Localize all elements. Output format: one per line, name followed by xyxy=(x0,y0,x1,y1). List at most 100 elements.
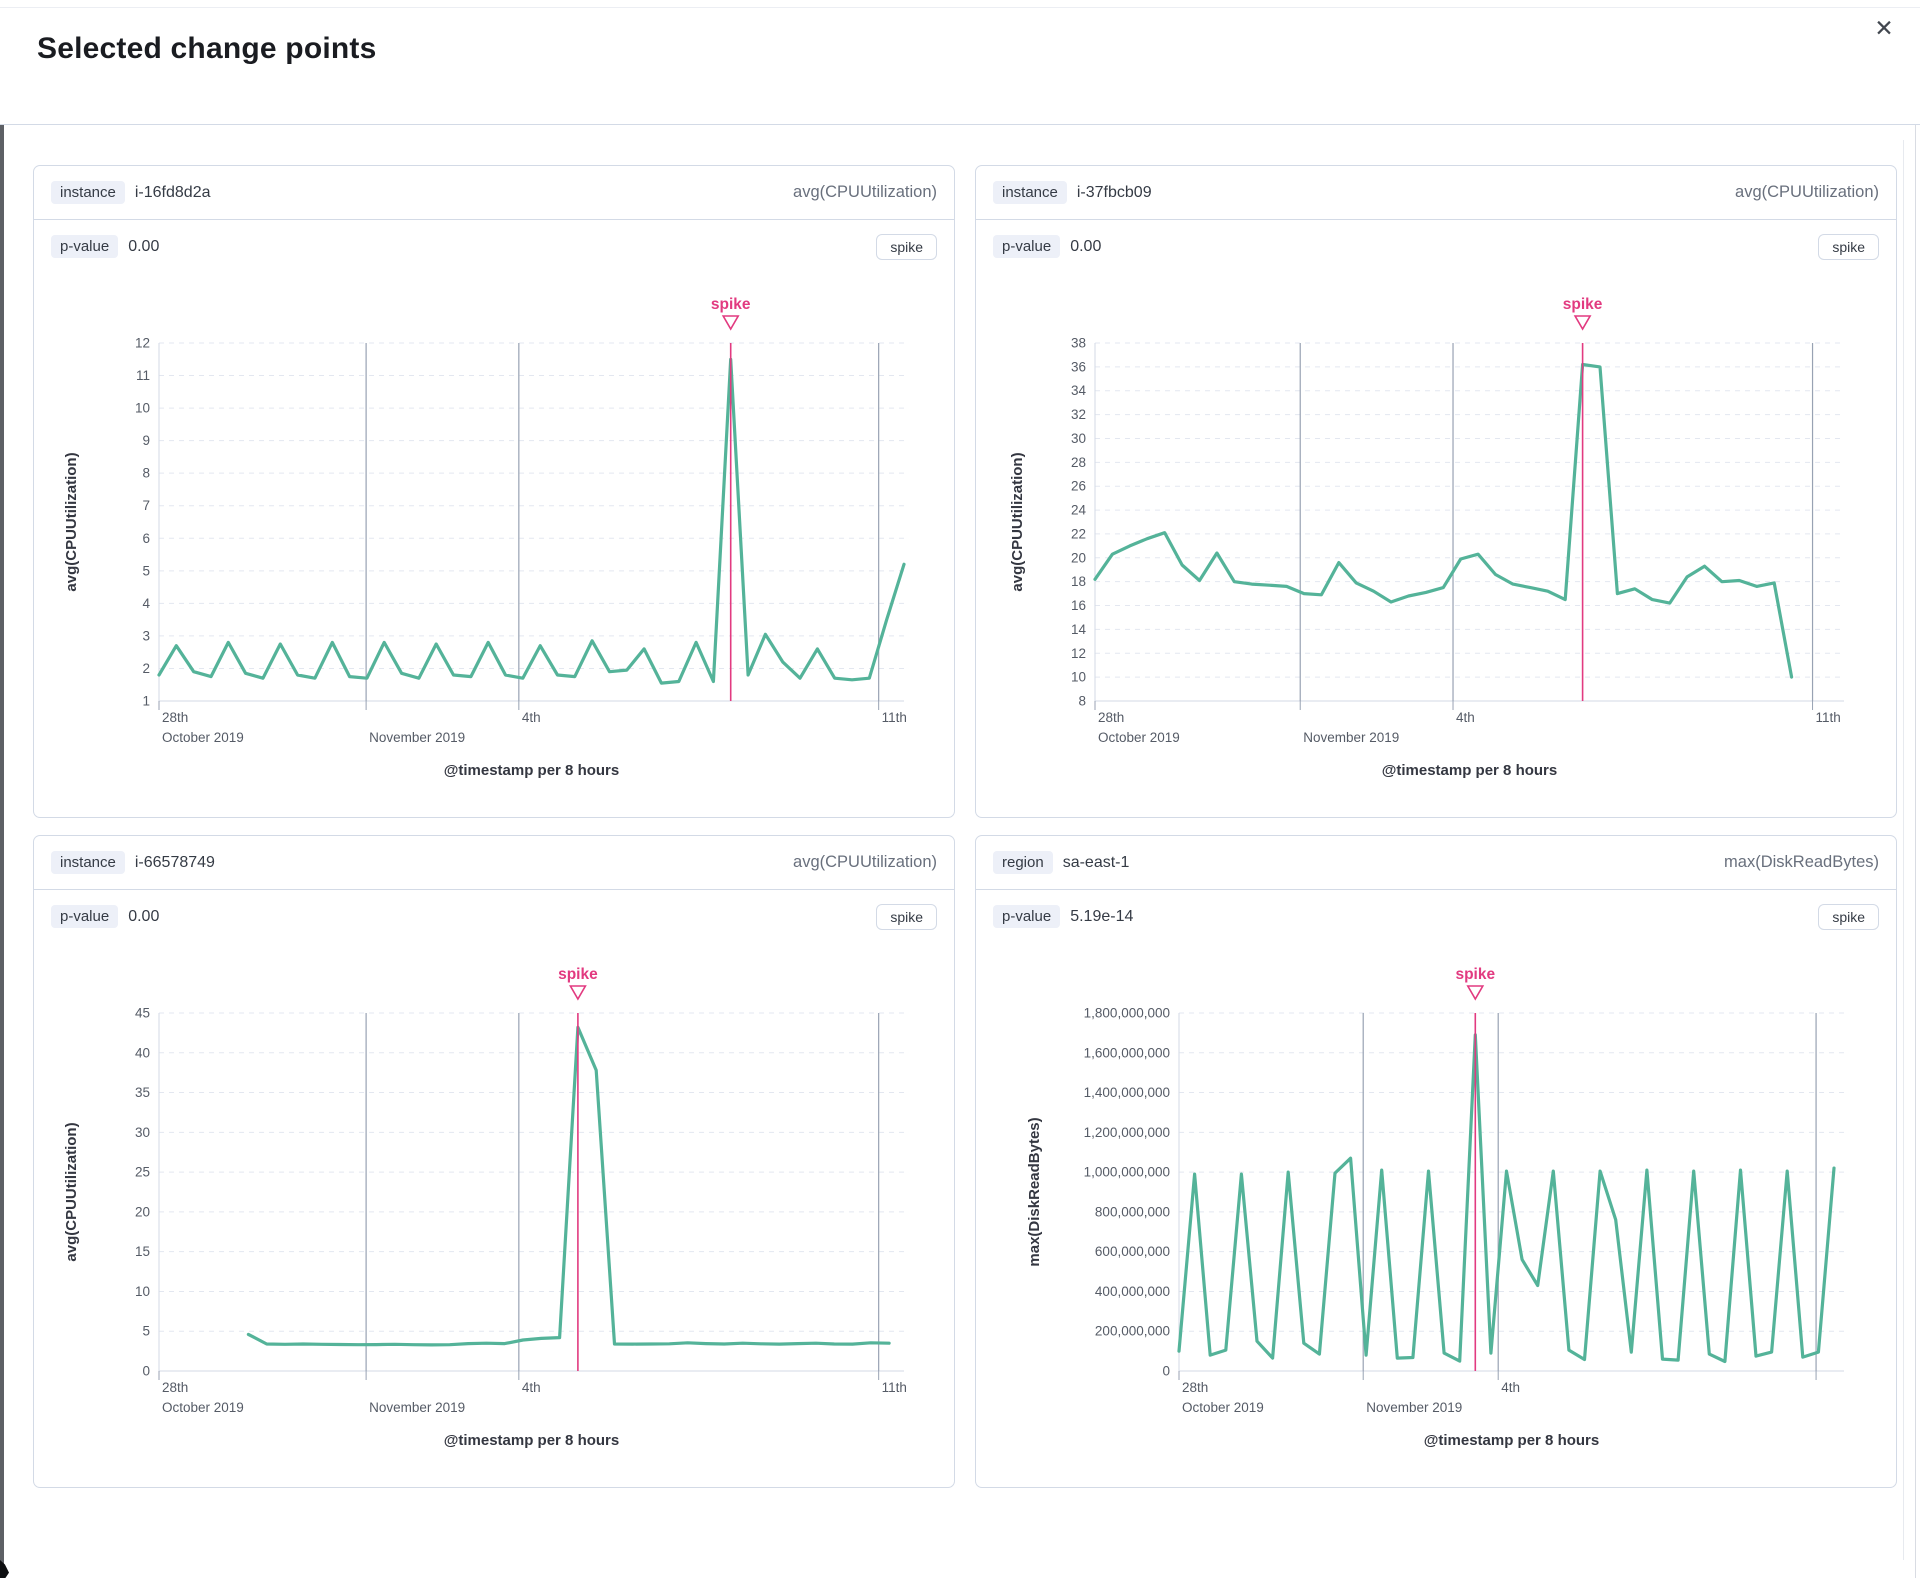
panel-header: instance i-37fbcb09 avg(CPUUtilization) xyxy=(976,166,1896,220)
svg-text:40: 40 xyxy=(135,1045,150,1060)
svg-text:October 2019: October 2019 xyxy=(1098,730,1180,745)
svg-text:October 2019: October 2019 xyxy=(1182,1400,1264,1415)
svg-text:5: 5 xyxy=(142,563,150,578)
p-value: 0.00 xyxy=(128,237,160,255)
svg-text:2: 2 xyxy=(142,661,150,676)
p-value-badge: p-value xyxy=(993,235,1061,258)
svg-text:avg(CPUUtilization): avg(CPUUtilization) xyxy=(1009,452,1026,591)
p-value: 5.19e-14 xyxy=(1070,907,1134,925)
group-value: i-16fd8d2a xyxy=(134,183,211,201)
svg-text:15: 15 xyxy=(135,1244,150,1259)
svg-text:4: 4 xyxy=(142,596,150,611)
panel-header: instance i-16fd8d2a avg(CPUUtilization) xyxy=(34,166,954,220)
svg-text:11th: 11th xyxy=(1816,710,1841,725)
spike-annotation-marker: spike xyxy=(711,296,751,331)
svg-text:35: 35 xyxy=(135,1085,150,1100)
svg-text:0: 0 xyxy=(1162,1364,1170,1379)
panel-subheader: p-value 0.00 spike xyxy=(976,220,1896,273)
svg-text:25: 25 xyxy=(135,1165,150,1180)
svg-text:600,000,000: 600,000,000 xyxy=(1095,1244,1170,1259)
svg-text:avg(CPUUtilization): avg(CPUUtilization) xyxy=(63,452,80,591)
svg-text:200,000,000: 200,000,000 xyxy=(1095,1324,1170,1339)
svg-text:spike: spike xyxy=(1563,296,1603,313)
close-button[interactable]: ✕ xyxy=(1866,10,1902,46)
svg-text:November 2019: November 2019 xyxy=(369,730,465,745)
svg-text:20: 20 xyxy=(1071,550,1086,565)
panel-subheader: p-value 0.00 spike xyxy=(34,890,954,943)
change-point-panel: instance i-37fbcb09 avg(CPUUtilization) … xyxy=(975,165,1897,818)
close-icon: ✕ xyxy=(1874,15,1894,41)
change-points-grid: instance i-16fd8d2a avg(CPUUtilization) … xyxy=(33,165,1897,1488)
change-type-button[interactable]: spike xyxy=(1818,233,1879,260)
svg-text:34: 34 xyxy=(1071,383,1087,398)
group-value: i-66578749 xyxy=(134,853,215,871)
svg-text:26: 26 xyxy=(1071,479,1086,494)
svg-text:spike: spike xyxy=(711,296,751,313)
p-value-badge: p-value xyxy=(51,235,119,258)
panel-header: instance i-66578749 avg(CPUUtilization) xyxy=(34,836,954,890)
metric-label: avg(CPUUtilization) xyxy=(1735,183,1879,201)
svg-text:30: 30 xyxy=(135,1125,150,1140)
svg-text:12: 12 xyxy=(135,336,150,351)
svg-text:6: 6 xyxy=(142,531,150,546)
svg-text:1,800,000,000: 1,800,000,000 xyxy=(1084,1006,1170,1021)
svg-text:28th: 28th xyxy=(162,1380,188,1395)
change-type-button[interactable]: spike xyxy=(1818,903,1879,930)
change-point-chart: 0 5 10 15 20 25 30 35 40 45 28th October 2019 Novemb… xyxy=(63,966,907,1449)
change-type-button[interactable]: spike xyxy=(876,233,937,260)
p-value-badge: p-value xyxy=(993,905,1061,928)
panel-header: region sa-east-1 max(DiskReadBytes) xyxy=(976,836,1896,890)
svg-text:November 2019: November 2019 xyxy=(1366,1400,1462,1415)
svg-text:10: 10 xyxy=(1071,670,1086,685)
svg-text:11th: 11th xyxy=(882,710,907,725)
change-type-button[interactable]: spike xyxy=(876,903,937,930)
svg-text:400,000,000: 400,000,000 xyxy=(1095,1284,1170,1299)
svg-text:9: 9 xyxy=(142,433,150,448)
panel-subheader: p-value 0.00 spike xyxy=(34,220,954,273)
svg-text:30: 30 xyxy=(1071,431,1086,446)
panel-subheader: p-value 5.19e-14 spike xyxy=(976,890,1896,943)
svg-text:14: 14 xyxy=(1071,622,1087,637)
spike-annotation-marker: spike xyxy=(558,966,598,1001)
svg-text:spike: spike xyxy=(1455,966,1495,983)
svg-text:45: 45 xyxy=(135,1006,150,1021)
svg-text:24: 24 xyxy=(1071,503,1087,518)
svg-text:3: 3 xyxy=(142,628,150,643)
modal-top-border xyxy=(0,7,1920,8)
svg-text:8: 8 xyxy=(142,466,150,481)
svg-text:October 2019: October 2019 xyxy=(162,1400,244,1415)
group-value: sa-east-1 xyxy=(1062,853,1130,871)
svg-text:4th: 4th xyxy=(1501,1380,1520,1395)
svg-text:36: 36 xyxy=(1071,359,1086,374)
group-value: i-37fbcb09 xyxy=(1076,183,1152,201)
svg-text:4th: 4th xyxy=(1456,710,1475,725)
change-point-panel: region sa-east-1 max(DiskReadBytes) p-va… xyxy=(975,835,1897,1488)
metric-label: max(DiskReadBytes) xyxy=(1724,853,1879,871)
scrollbar-track[interactable] xyxy=(1903,140,1904,1560)
svg-text:November 2019: November 2019 xyxy=(369,1400,465,1415)
svg-text:@timestamp per 8 hours: @timestamp per 8 hours xyxy=(1424,1432,1600,1449)
svg-text:12: 12 xyxy=(1071,646,1086,661)
svg-text:1,000,000,000: 1,000,000,000 xyxy=(1084,1165,1170,1180)
svg-text:max(DiskReadBytes): max(DiskReadBytes) xyxy=(1026,1117,1043,1266)
svg-text:November 2019: November 2019 xyxy=(1303,730,1399,745)
page-title: Selected change points xyxy=(37,32,377,65)
svg-text:11: 11 xyxy=(136,368,150,383)
svg-text:28th: 28th xyxy=(1182,1380,1208,1395)
svg-text:@timestamp per 8 hours: @timestamp per 8 hours xyxy=(444,762,620,779)
svg-text:October 2019: October 2019 xyxy=(162,730,244,745)
svg-text:32: 32 xyxy=(1071,407,1086,422)
svg-text:28th: 28th xyxy=(1098,710,1124,725)
svg-text:20: 20 xyxy=(135,1204,150,1219)
metric-label: avg(CPUUtilization) xyxy=(793,183,937,201)
p-value: 0.00 xyxy=(128,907,160,925)
change-point-panel: instance i-66578749 avg(CPUUtilization) … xyxy=(33,835,955,1488)
p-value: 0.00 xyxy=(1070,237,1102,255)
svg-text:7: 7 xyxy=(142,498,150,513)
svg-text:11th: 11th xyxy=(882,1380,907,1395)
svg-text:4th: 4th xyxy=(522,710,541,725)
change-point-panel: instance i-16fd8d2a avg(CPUUtilization) … xyxy=(33,165,955,818)
svg-text:0: 0 xyxy=(142,1364,150,1379)
svg-text:800,000,000: 800,000,000 xyxy=(1095,1204,1170,1219)
